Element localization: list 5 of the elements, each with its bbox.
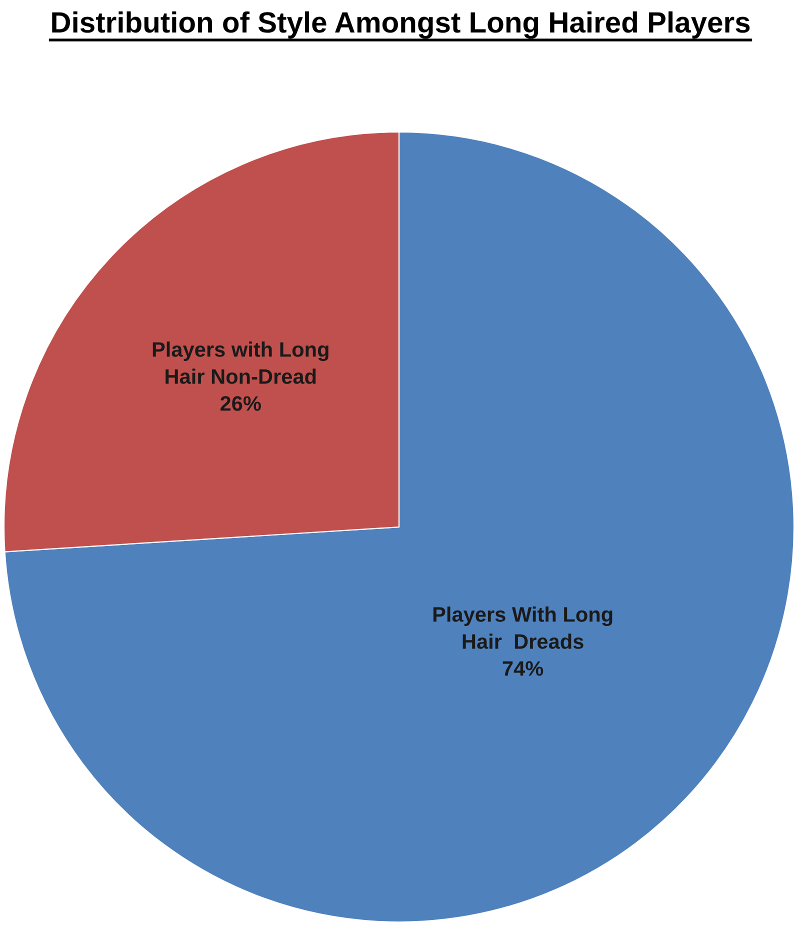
slice-label: Players with Long Hair Non-Dread — [152, 342, 328, 384]
data-label: 74% — [502, 661, 544, 676]
data-label: 26% — [220, 396, 261, 411]
slice-label: Players With Long Hair Dreads — [433, 606, 612, 649]
chart-title: Distribution of Style Amongst Long Haired Players — [52, 11, 750, 39]
